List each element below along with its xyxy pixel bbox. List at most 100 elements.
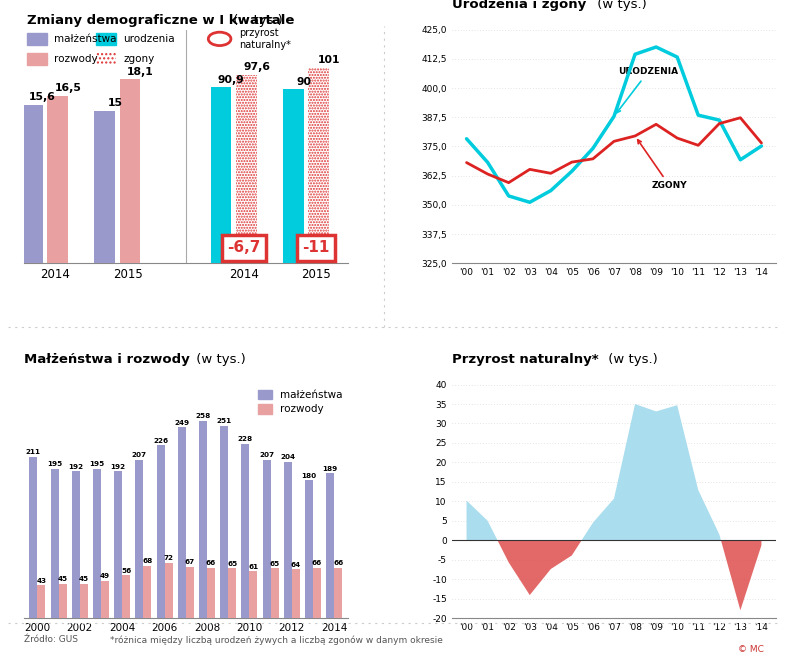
Bar [186, 566, 194, 618]
Text: 180: 180 [302, 473, 317, 479]
Bar [207, 568, 215, 618]
Bar [114, 471, 122, 618]
Text: 65: 65 [227, 561, 237, 566]
Bar [101, 580, 109, 618]
Text: *różnica między liczbą urodzeń żywych a liczbą zgonów w danym okresie: *różnica między liczbą urodzeń żywych a … [110, 635, 443, 644]
Text: 90: 90 [296, 77, 311, 87]
Text: 97,6: 97,6 [243, 62, 270, 72]
Text: 67: 67 [185, 559, 195, 565]
Bar [220, 426, 229, 618]
Text: 249: 249 [174, 420, 189, 426]
Bar [93, 469, 101, 618]
Text: Zmiany demograficzne w I kwartale: Zmiany demograficzne w I kwartale [27, 14, 294, 26]
Text: 101: 101 [318, 56, 340, 65]
Bar [37, 585, 46, 618]
Text: 207: 207 [259, 452, 274, 458]
Bar [143, 566, 151, 618]
Text: 195: 195 [47, 461, 62, 467]
Bar [27, 53, 47, 65]
Text: 66: 66 [312, 560, 322, 566]
Bar [96, 33, 117, 45]
Text: 195: 195 [89, 461, 105, 467]
Text: ZGONY: ZGONY [637, 139, 688, 190]
Text: przyrost
naturalny*: przyrost naturalny* [239, 28, 291, 50]
Bar [211, 87, 232, 263]
Text: zgony: zgony [124, 54, 154, 64]
Bar [283, 89, 303, 263]
Bar [326, 473, 334, 618]
Text: 228: 228 [238, 436, 253, 442]
Text: 66: 66 [333, 560, 344, 566]
Bar [136, 459, 143, 618]
Bar [262, 459, 270, 618]
Text: 43: 43 [36, 578, 46, 584]
Bar [50, 469, 58, 618]
Text: 56: 56 [121, 568, 132, 574]
Bar [72, 471, 80, 618]
Text: 65: 65 [269, 561, 280, 566]
Text: 66: 66 [206, 560, 216, 566]
Bar [270, 568, 279, 618]
Bar [313, 568, 321, 618]
Text: rozwody: rozwody [54, 54, 98, 64]
Bar [178, 428, 186, 618]
Text: małżeństwa: małżeństwa [54, 34, 117, 44]
Text: 18,1: 18,1 [127, 67, 154, 77]
Text: 16,5: 16,5 [54, 83, 81, 93]
Text: 68: 68 [143, 559, 153, 564]
Bar [22, 105, 43, 263]
Text: URODZENIA: URODZENIA [617, 67, 678, 112]
Text: Małżeństwa i rozwody: Małżeństwa i rozwody [24, 353, 189, 366]
Text: Źródło: GUS: Źródło: GUS [24, 635, 78, 644]
Bar [241, 444, 250, 618]
Text: urodzenia: urodzenia [124, 34, 175, 44]
Bar [199, 420, 207, 618]
Text: 61: 61 [248, 564, 258, 570]
Text: 251: 251 [217, 418, 232, 424]
Text: Urodzenia i zgony: Urodzenia i zgony [452, 0, 586, 11]
Text: 49: 49 [100, 573, 110, 579]
Bar [250, 571, 258, 618]
Text: 72: 72 [164, 555, 173, 561]
Text: -6,7: -6,7 [227, 241, 261, 255]
Text: 15: 15 [107, 98, 122, 108]
Bar [95, 111, 115, 263]
Text: 64: 64 [291, 561, 301, 568]
Text: 189: 189 [322, 466, 338, 472]
Bar [284, 462, 292, 618]
Text: 204: 204 [281, 454, 296, 460]
Text: 192: 192 [69, 463, 84, 469]
Bar [305, 481, 313, 618]
Text: (w tys.): (w tys.) [192, 353, 246, 366]
Text: (w tys.): (w tys.) [593, 0, 647, 11]
Ellipse shape [208, 32, 231, 46]
Text: 258: 258 [195, 413, 210, 419]
Bar [334, 568, 342, 618]
Text: 15,6: 15,6 [29, 93, 56, 102]
Bar [292, 569, 300, 618]
Legend: małżeństwa, rozwody: małżeństwa, rozwody [258, 390, 343, 414]
Text: 211: 211 [26, 449, 41, 455]
Bar [122, 575, 130, 618]
Bar [236, 75, 257, 263]
Text: Przyrost naturalny*: Przyrost naturalny* [452, 353, 598, 366]
Text: 207: 207 [132, 452, 147, 458]
Bar [58, 584, 67, 618]
Bar [157, 445, 165, 618]
Text: 90,9: 90,9 [218, 75, 245, 85]
Text: -11: -11 [303, 241, 330, 255]
Bar [120, 79, 140, 263]
Bar [29, 457, 37, 618]
Bar [27, 33, 47, 45]
Bar [229, 568, 236, 618]
Bar [96, 53, 117, 65]
Text: 45: 45 [58, 576, 68, 582]
Bar [80, 584, 88, 618]
Text: (w tys.): (w tys.) [604, 353, 658, 366]
Text: 45: 45 [79, 576, 89, 582]
Bar [47, 96, 68, 263]
Bar [165, 563, 173, 618]
Text: (w tys.): (w tys.) [229, 14, 282, 26]
Text: 226: 226 [153, 438, 168, 444]
Text: 192: 192 [110, 463, 126, 469]
